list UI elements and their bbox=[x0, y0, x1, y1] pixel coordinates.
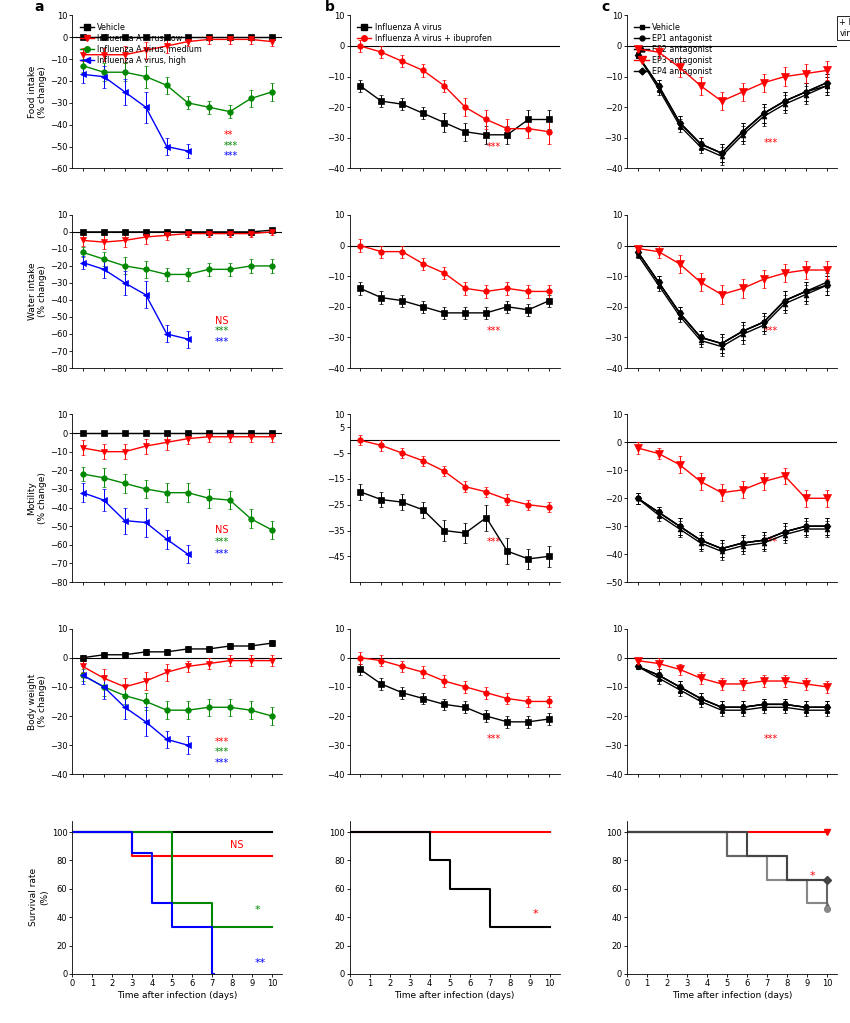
Text: ***: *** bbox=[486, 735, 501, 745]
Text: ***: *** bbox=[486, 142, 501, 152]
Text: ***: *** bbox=[215, 549, 230, 559]
Text: ***: *** bbox=[763, 137, 778, 147]
Text: c: c bbox=[602, 0, 610, 14]
Y-axis label: Food intake
(% change): Food intake (% change) bbox=[27, 65, 47, 118]
Text: *: * bbox=[810, 871, 815, 881]
Text: ***: *** bbox=[215, 326, 230, 337]
Legend: Vehicle, Influenza A virus, low, Influenza A virus, medium, Influenza A virus, h: Vehicle, Influenza A virus, low, Influen… bbox=[76, 19, 206, 68]
Text: b: b bbox=[325, 0, 334, 14]
Text: ***: *** bbox=[763, 735, 778, 745]
Legend: Influenza A virus, Influenza A virus + ibuprofen: Influenza A virus, Influenza A virus + i… bbox=[354, 19, 495, 46]
X-axis label: Time after infection (days): Time after infection (days) bbox=[117, 990, 237, 999]
Text: a: a bbox=[34, 0, 44, 14]
Text: NS: NS bbox=[215, 316, 229, 325]
Text: ***: *** bbox=[215, 337, 230, 347]
Y-axis label: Survival rate
(%): Survival rate (%) bbox=[30, 869, 48, 927]
Text: ***: *** bbox=[215, 758, 230, 767]
X-axis label: Time after infection (days): Time after infection (days) bbox=[672, 990, 792, 999]
Text: NS: NS bbox=[215, 526, 229, 535]
Text: + Influenza A
virus: + Influenza A virus bbox=[839, 18, 850, 38]
Y-axis label: Water intake
(% change): Water intake (% change) bbox=[27, 263, 47, 320]
Text: **: ** bbox=[255, 959, 266, 968]
Legend: Vehicle, EP1 antagonist, EP2 antagonist, EP3 antagonist, EP4 antagonist: Vehicle, EP1 antagonist, EP2 antagonist,… bbox=[631, 19, 716, 79]
Text: ***: *** bbox=[224, 140, 238, 150]
Text: ***: *** bbox=[486, 326, 501, 337]
Text: *: * bbox=[532, 909, 538, 920]
Text: ***: *** bbox=[215, 738, 230, 747]
Text: ***: *** bbox=[224, 151, 238, 162]
Text: *: * bbox=[255, 904, 261, 915]
Text: **: ** bbox=[224, 130, 233, 140]
Text: ***: *** bbox=[215, 537, 230, 547]
Y-axis label: Motility
(% change): Motility (% change) bbox=[27, 473, 47, 524]
Text: NS: NS bbox=[230, 840, 243, 850]
Text: ***: *** bbox=[763, 326, 778, 337]
X-axis label: Time after infection (days): Time after infection (days) bbox=[394, 990, 515, 999]
Y-axis label: Body weight
(% change): Body weight (% change) bbox=[27, 673, 47, 729]
Text: ***: *** bbox=[215, 748, 230, 757]
Text: ***: *** bbox=[763, 537, 778, 547]
Text: ***: *** bbox=[486, 537, 501, 547]
